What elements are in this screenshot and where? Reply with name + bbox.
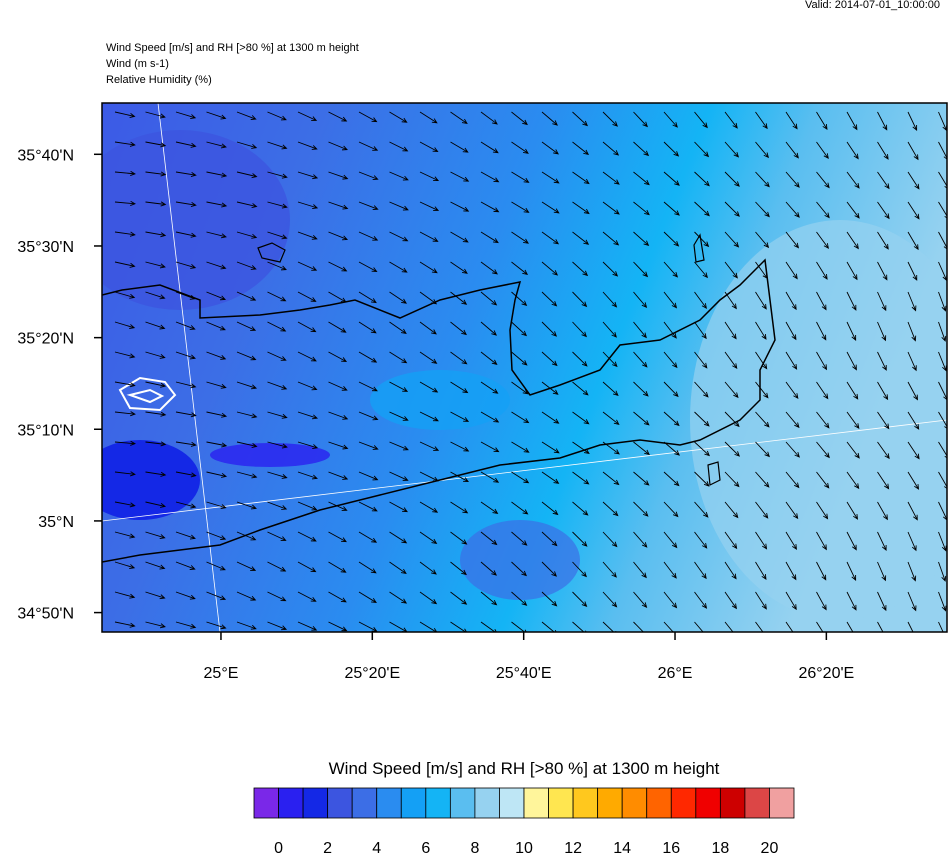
colorbar-box — [377, 788, 402, 818]
colorbar-label: 20 — [761, 840, 779, 854]
colorbar-box — [279, 788, 304, 818]
colorbar-box — [401, 788, 426, 818]
colorbar-label: 18 — [711, 840, 729, 854]
colorbar-box — [303, 788, 328, 818]
colorbar-box — [450, 788, 475, 818]
colorbar-box — [647, 788, 672, 818]
lat-tick-label: 35°N — [38, 514, 74, 531]
colorbar-label: 8 — [470, 840, 479, 854]
colorbar-box — [328, 788, 353, 818]
field-zone — [460, 520, 580, 600]
lon-tick-label: 26°E — [658, 665, 693, 682]
lon-tick-label: 25°E — [204, 665, 239, 682]
colorbar-box — [352, 788, 377, 818]
colorbar-label: 12 — [564, 840, 582, 854]
colorbar-box — [720, 788, 745, 818]
colorbar-box — [598, 788, 623, 818]
header-line: Relative Humidity (%) — [106, 74, 212, 86]
colorbar-box — [745, 788, 770, 818]
colorbar-box — [573, 788, 598, 818]
colorbar-label: 10 — [515, 840, 533, 854]
lat-tick-label: 35°40'N — [17, 147, 74, 164]
colorbar-label: 4 — [372, 840, 381, 854]
header-line: Wind Speed [m/s] and RH [>80 %] at 1300 … — [106, 42, 359, 54]
colorbar-box — [696, 788, 721, 818]
lat-tick-label: 35°30'N — [17, 239, 74, 256]
colorbar-title: Wind Speed [m/s] and RH [>80 %] at 1300 … — [329, 759, 720, 778]
lon-tick-label: 26°20'E — [798, 665, 854, 682]
lat-tick-label: 34°50'N — [17, 606, 74, 623]
valid-time: Valid: 2014-07-01_10:00:00 — [805, 0, 940, 11]
colorbar-label: 0 — [274, 840, 283, 854]
lon-tick-label: 25°20'E — [344, 665, 400, 682]
colorbar-label: 2 — [323, 840, 332, 854]
colorbar-box — [475, 788, 500, 818]
field-zone — [70, 130, 290, 310]
map-field — [70, 103, 948, 640]
header-line: Wind (m s-1) — [106, 58, 169, 70]
colorbar-box — [426, 788, 451, 818]
colorbar: 0 2 4 6 8 10 12 14 16 18 20 — [254, 788, 794, 854]
colorbar-box — [254, 788, 279, 818]
field-zone — [370, 370, 510, 430]
lat-tick-label: 35°10'N — [17, 422, 74, 439]
lon-tick-label: 25°40'E — [496, 665, 552, 682]
colorbar-label: 16 — [662, 840, 680, 854]
colorbar-box — [622, 788, 647, 818]
colorbar-box — [499, 788, 524, 818]
colorbar-box — [549, 788, 574, 818]
field-zone — [80, 440, 200, 520]
colorbar-box — [671, 788, 696, 818]
colorbar-label: 14 — [613, 840, 631, 854]
colorbar-box — [769, 788, 794, 818]
colorbar-label: 6 — [421, 840, 430, 854]
lat-tick-label: 35°20'N — [17, 331, 74, 348]
colorbar-box — [524, 788, 549, 818]
